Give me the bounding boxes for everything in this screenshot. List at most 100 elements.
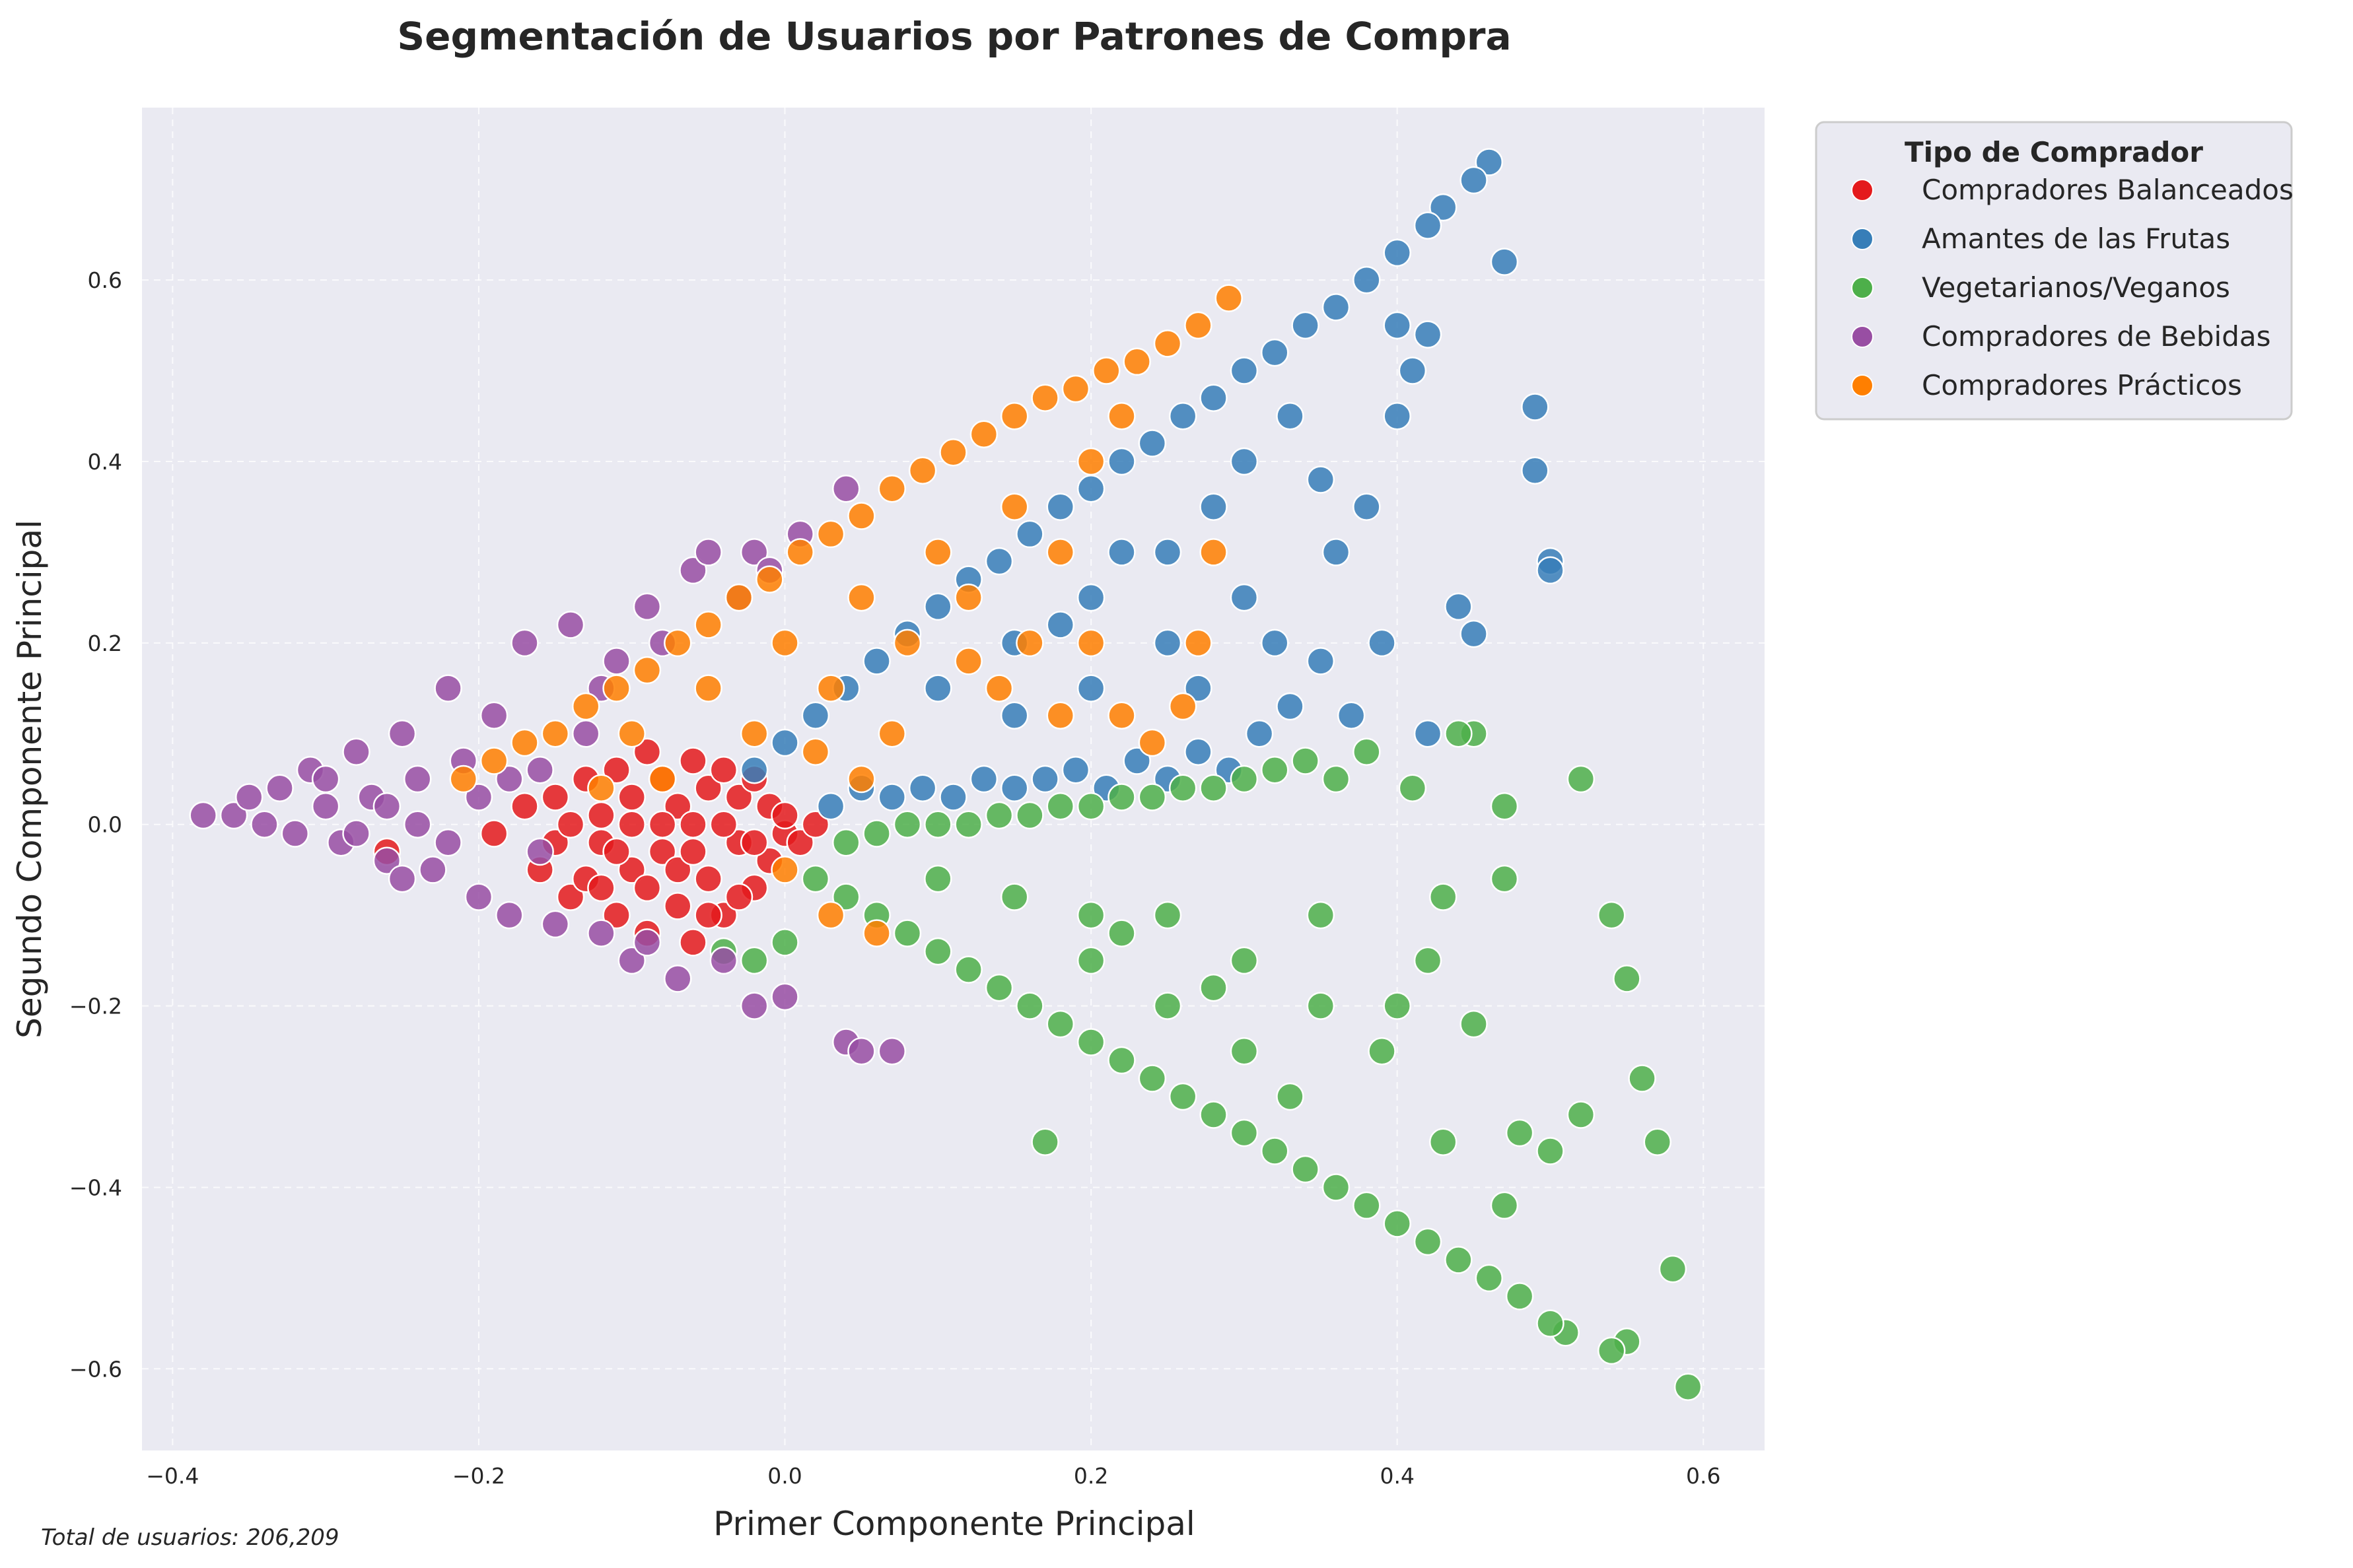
data-point [219, 801, 248, 830]
data-point [372, 792, 402, 821]
data-point [587, 919, 615, 947]
data-point [1413, 320, 1442, 349]
data-point [388, 720, 417, 748]
data-point [724, 583, 754, 612]
data-point [1383, 992, 1411, 1020]
data-point [265, 774, 294, 802]
y-tick-label: 0.6 [88, 267, 122, 293]
data-point [924, 810, 952, 838]
data-point [694, 901, 722, 930]
data-point [1199, 538, 1228, 566]
data-point [985, 801, 1014, 830]
data-point [831, 828, 860, 857]
data-point [1321, 293, 1351, 322]
data-point [709, 756, 738, 784]
data-point [617, 810, 646, 838]
data-point [1123, 747, 1151, 775]
data-point [1153, 992, 1182, 1020]
data-point [1107, 783, 1136, 811]
data-point [939, 783, 967, 811]
data-point [740, 720, 769, 748]
data-point [464, 783, 493, 811]
data-point [1276, 402, 1304, 430]
data-point [694, 864, 722, 893]
data-point [1368, 1037, 1396, 1066]
data-point [954, 583, 983, 612]
data-point [526, 837, 554, 866]
data-point [1352, 493, 1381, 521]
data-point [1199, 1101, 1228, 1129]
data-point [954, 647, 983, 675]
data-point [1138, 429, 1167, 458]
data-point [1276, 1082, 1304, 1111]
x-tick-label: −0.4 [146, 1463, 199, 1489]
data-point [602, 674, 631, 702]
data-point [924, 864, 952, 893]
x-tick-label: 0.4 [1380, 1463, 1414, 1489]
data-point [862, 819, 891, 848]
data-point [1352, 1191, 1381, 1220]
data-point [1031, 1128, 1059, 1156]
data-point [617, 720, 646, 748]
data-point [1413, 946, 1442, 975]
data-point [724, 783, 754, 811]
data-point [1061, 756, 1090, 784]
data-point [816, 520, 845, 549]
data-point [602, 756, 631, 784]
data-point [311, 765, 340, 794]
data-point [862, 919, 891, 947]
data-point [1566, 1101, 1596, 1129]
data-point [1000, 402, 1029, 430]
y-axis-label: Segundo Componente Principal [11, 520, 49, 1039]
data-point [1566, 765, 1596, 794]
data-point [1138, 1064, 1167, 1093]
data-point [1199, 384, 1228, 413]
data-point [771, 629, 799, 658]
y-tick-label: −0.6 [69, 1356, 122, 1382]
data-point [464, 883, 493, 911]
data-point [495, 765, 524, 794]
data-point [740, 828, 769, 857]
data-point [1107, 538, 1136, 566]
data-point [1153, 329, 1182, 358]
data-point [633, 928, 662, 957]
y-tick-label: −0.4 [69, 1175, 122, 1200]
x-tick-label: 0.6 [1686, 1463, 1720, 1489]
data-point [1321, 765, 1351, 794]
data-point [648, 810, 677, 838]
data-point [556, 810, 585, 838]
data-point [1000, 883, 1029, 911]
data-point [1000, 774, 1029, 802]
data-point [1245, 720, 1274, 748]
chart-title: Segmentación de Usuarios por Patrones de… [397, 14, 1511, 59]
data-point [1337, 701, 1366, 730]
data-point [235, 783, 263, 811]
data-point [893, 919, 922, 947]
legend-marker [1851, 374, 1874, 397]
data-point [1061, 374, 1090, 403]
data-point [771, 856, 799, 884]
data-point [617, 783, 646, 811]
data-point [510, 792, 539, 821]
data-point [924, 538, 952, 566]
data-point [1168, 774, 1197, 802]
data-point [479, 701, 509, 730]
data-point [771, 928, 799, 957]
data-point [1046, 1009, 1075, 1039]
data-point [587, 774, 615, 802]
data-point [1428, 883, 1457, 911]
data-point [1490, 792, 1519, 821]
data-point [664, 892, 692, 920]
data-point [1046, 611, 1075, 639]
data-points [189, 148, 1703, 1402]
data-point [664, 856, 692, 884]
data-point [1168, 1082, 1197, 1111]
data-point [571, 720, 600, 748]
data-point [1306, 647, 1335, 675]
data-point [1261, 1137, 1289, 1165]
data-point [847, 502, 876, 530]
data-point [479, 747, 509, 775]
data-point [679, 556, 707, 585]
data-point [403, 765, 432, 794]
x-tick-label: 0.0 [767, 1463, 802, 1489]
